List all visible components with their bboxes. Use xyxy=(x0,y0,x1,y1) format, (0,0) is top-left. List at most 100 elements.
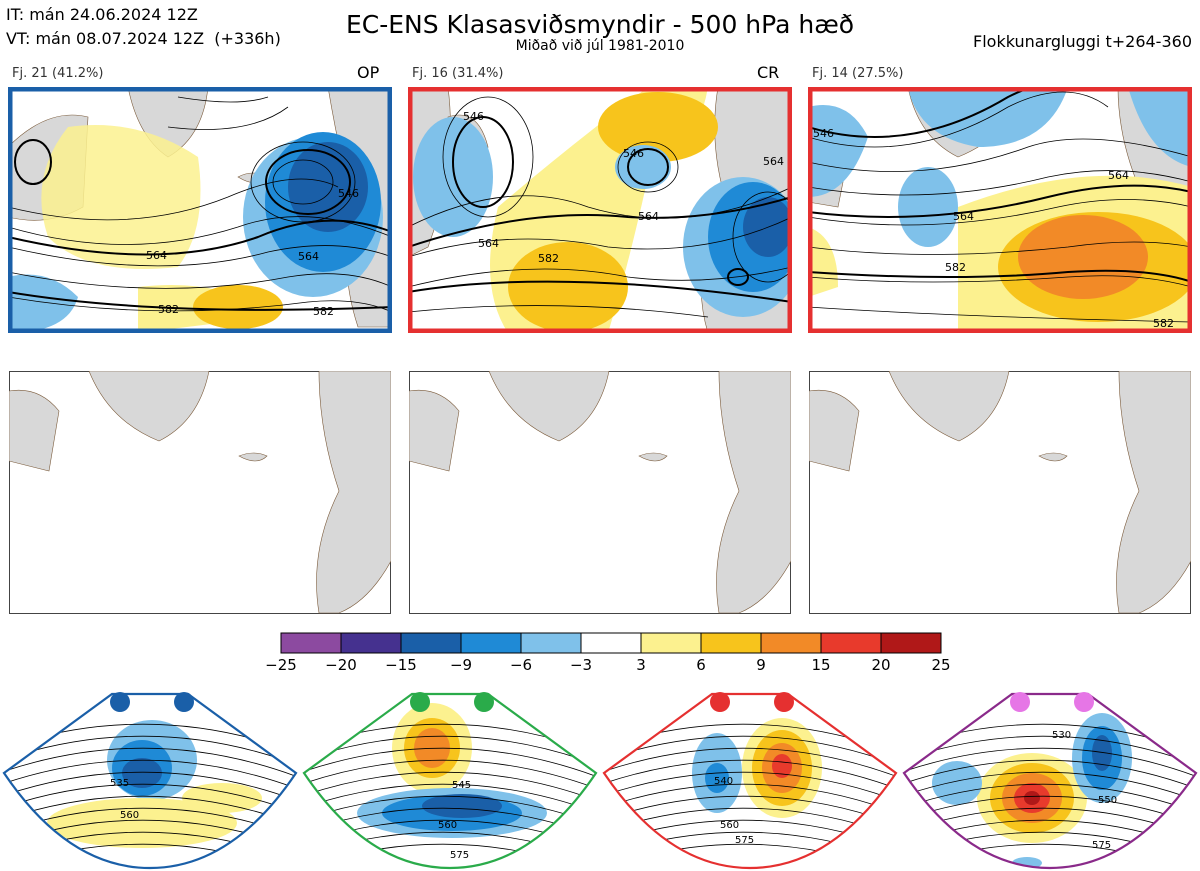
height-contour xyxy=(604,759,896,790)
cluster-label-2: Fj. 16 (31.4%) xyxy=(412,66,504,81)
init-time: IT: mán 24.06.2024 12Z xyxy=(6,5,198,24)
height-contour xyxy=(904,735,1196,766)
colorbar-segment xyxy=(520,632,582,654)
contour-label: 564 xyxy=(298,250,319,263)
colorbar-tick-label: −25 xyxy=(265,656,297,674)
colorbar-segment xyxy=(700,632,762,654)
regime-dot xyxy=(410,692,430,712)
regime-map: 530 550 575 xyxy=(902,692,1198,870)
contour-label: 560 xyxy=(720,820,739,831)
contour-label: 564 xyxy=(763,155,784,168)
regime-map: 535 560 xyxy=(2,692,298,870)
height-contour xyxy=(304,795,596,826)
height-contour xyxy=(4,759,296,790)
anomaly-shade xyxy=(1024,791,1040,805)
contour-label: 575 xyxy=(450,850,469,861)
regime-dot xyxy=(1010,692,1030,712)
contour-label: 560 xyxy=(438,820,457,831)
height-contour xyxy=(304,783,596,814)
contour-label: 546 xyxy=(338,187,359,200)
colorbar-tick-label: 9 xyxy=(756,656,766,674)
colorbar-segment xyxy=(880,632,942,654)
colorbar-segment xyxy=(400,632,462,654)
contour-label: 575 xyxy=(1092,840,1111,851)
colorbar-segment xyxy=(460,632,522,654)
colorbar-tick-label: 15 xyxy=(811,656,831,674)
cluster-border-3 xyxy=(808,87,1192,333)
cluster-map-2: 546 546 564 564 582 564 xyxy=(408,87,792,333)
regime-dot xyxy=(474,692,494,712)
contour-label: 582 xyxy=(1153,317,1174,330)
regime-border xyxy=(902,692,1198,870)
height-contour xyxy=(4,783,296,814)
contour-label: 582 xyxy=(158,303,179,316)
height-contour xyxy=(604,771,896,802)
contour-label: 535 xyxy=(110,778,129,789)
cluster-border-2 xyxy=(408,87,792,333)
height-contour xyxy=(904,795,1196,826)
cluster-tag-1: OP xyxy=(357,63,380,82)
height-contour xyxy=(604,735,896,766)
cluster-map-1: 564 564 582 582 546 xyxy=(8,87,392,333)
regime-map: 540 560 575 xyxy=(602,692,898,870)
contour-label: 564 xyxy=(146,249,167,262)
contour-label: 582 xyxy=(313,305,334,318)
height-contour xyxy=(604,783,896,814)
colorbar-tick-label: 20 xyxy=(871,656,891,674)
anomaly-shade xyxy=(772,754,792,778)
contour-label: 546 xyxy=(813,127,834,140)
contour-label: 564 xyxy=(953,210,974,223)
height-contour xyxy=(604,747,896,778)
cluster-map-3: 546 564 564 582 582 xyxy=(808,87,1192,333)
regime-dot xyxy=(174,692,194,712)
anomaly-shade xyxy=(422,794,502,818)
colorbar-segment xyxy=(280,632,342,654)
contour-label: 564 xyxy=(1108,169,1129,182)
anomaly-map-1 xyxy=(9,371,391,614)
height-contour xyxy=(4,771,296,802)
regime-border xyxy=(2,692,298,870)
regime-border xyxy=(602,692,898,870)
anomaly-shade xyxy=(182,783,262,813)
colorbar-tick-label: 6 xyxy=(696,656,706,674)
regime-map: 545 560 575 xyxy=(302,692,598,870)
contour-label: 540 xyxy=(714,776,733,787)
height-contour xyxy=(904,771,1196,802)
contour-label: 582 xyxy=(538,252,559,265)
colorbar-segment xyxy=(580,632,642,654)
anomaly-map-2 xyxy=(409,371,791,614)
contour-label: 545 xyxy=(452,780,471,791)
regime-dot xyxy=(710,692,730,712)
contour-label: 546 xyxy=(463,110,484,123)
height-contour xyxy=(904,759,1196,790)
height-contour xyxy=(304,771,596,802)
height-contour xyxy=(4,747,296,778)
contour-label: 564 xyxy=(638,210,659,223)
anomaly-map-3 xyxy=(809,371,1191,614)
cluster-label-3: Fj. 14 (27.5%) xyxy=(812,66,904,81)
height-contour xyxy=(304,735,596,766)
colorbar-tick-label: −15 xyxy=(385,656,417,674)
contour-label: 560 xyxy=(120,810,139,821)
colorbar-segment xyxy=(820,632,882,654)
colorbar-tick-label: 3 xyxy=(636,656,646,674)
classification-window: Flokkunargluggi t+264-360 xyxy=(973,32,1192,51)
regime-dot xyxy=(110,692,130,712)
height-contour xyxy=(904,783,1196,814)
regime-border xyxy=(302,692,598,870)
contour-label: 530 xyxy=(1052,730,1071,741)
colorbar-tick-label: −3 xyxy=(569,656,593,674)
colorbar-segment xyxy=(760,632,822,654)
contour-label: 550 xyxy=(1098,795,1117,806)
colorbar-tick-label: −20 xyxy=(325,656,357,674)
cluster-label-1: Fj. 21 (41.2%) xyxy=(12,66,104,81)
height-contour xyxy=(4,795,296,826)
colorbar-segment xyxy=(340,632,402,654)
height-contour xyxy=(304,759,596,790)
cluster-tag-2: CR xyxy=(757,63,780,82)
height-contour xyxy=(604,795,896,826)
contour-label: 582 xyxy=(945,261,966,274)
regime-dot xyxy=(774,692,794,712)
valid-time: VT: mán 08.07.2024 12Z (+336h) xyxy=(6,29,281,48)
contour-label: 575 xyxy=(735,835,754,846)
